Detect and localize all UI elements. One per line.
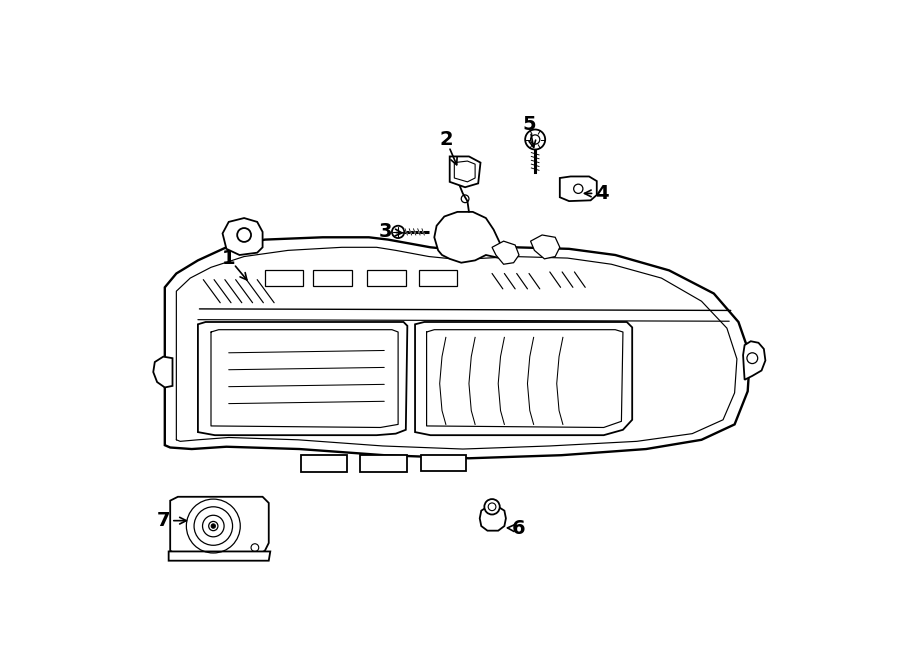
- Polygon shape: [360, 455, 408, 472]
- Text: 4: 4: [595, 184, 609, 203]
- Polygon shape: [743, 341, 765, 380]
- Circle shape: [211, 524, 216, 528]
- Circle shape: [484, 499, 500, 514]
- Polygon shape: [265, 270, 303, 286]
- Text: 5: 5: [522, 115, 536, 134]
- Circle shape: [526, 130, 545, 150]
- Polygon shape: [165, 237, 750, 458]
- Text: 7: 7: [157, 511, 170, 530]
- Polygon shape: [418, 270, 457, 286]
- Polygon shape: [450, 156, 481, 187]
- Polygon shape: [302, 455, 347, 472]
- Polygon shape: [480, 507, 506, 531]
- Polygon shape: [530, 235, 560, 259]
- Polygon shape: [153, 357, 173, 387]
- Polygon shape: [168, 551, 270, 561]
- Polygon shape: [492, 241, 519, 264]
- Polygon shape: [560, 177, 597, 201]
- Polygon shape: [313, 270, 352, 286]
- Circle shape: [392, 226, 404, 238]
- Text: 2: 2: [439, 130, 453, 149]
- Polygon shape: [435, 212, 508, 263]
- Polygon shape: [421, 455, 466, 471]
- Polygon shape: [415, 322, 632, 435]
- Text: 1: 1: [222, 248, 236, 267]
- Polygon shape: [170, 496, 269, 555]
- Polygon shape: [222, 218, 263, 255]
- Text: 6: 6: [512, 519, 526, 538]
- Polygon shape: [198, 322, 408, 435]
- Text: 3: 3: [379, 222, 392, 242]
- Polygon shape: [367, 270, 406, 286]
